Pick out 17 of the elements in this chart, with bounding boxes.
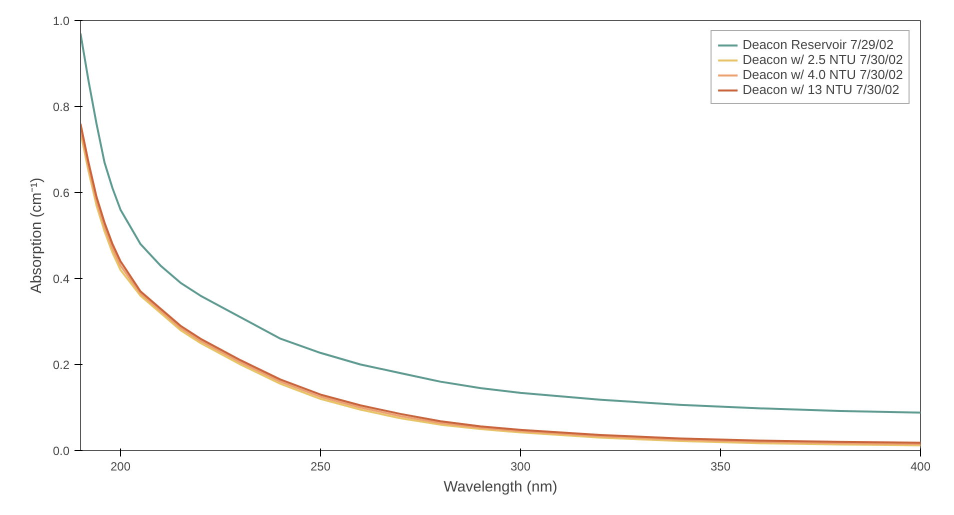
x-axis-title: Wavelength (nm): [444, 478, 558, 496]
x-tick-label: 200: [110, 460, 131, 474]
legend-label: Deacon w/ 2.5 NTU 7/30/02: [742, 52, 903, 67]
legend-label: Deacon w/ 13 NTU 7/30/02: [742, 82, 900, 97]
y-tick-label: 1.0: [52, 14, 70, 28]
y-tick-label: 0.6: [52, 186, 70, 200]
y-tick-label: 0.0: [52, 444, 70, 458]
x-tick-label: 250: [310, 460, 331, 474]
x-tick-label: 350: [710, 460, 731, 474]
x-tick-label: 400: [910, 460, 931, 474]
y-axis-title: Absorption (cm⁻¹): [28, 178, 45, 294]
x-tick-label: 300: [510, 460, 531, 474]
legend-label: Deacon Reservoir 7/29/02: [742, 37, 894, 52]
legend-label: Deacon w/ 4.0 NTU 7/30/02: [742, 67, 903, 82]
y-tick-label: 0.2: [52, 358, 70, 372]
y-tick-label: 0.8: [52, 100, 70, 114]
y-tick-label: 0.4: [52, 272, 70, 286]
